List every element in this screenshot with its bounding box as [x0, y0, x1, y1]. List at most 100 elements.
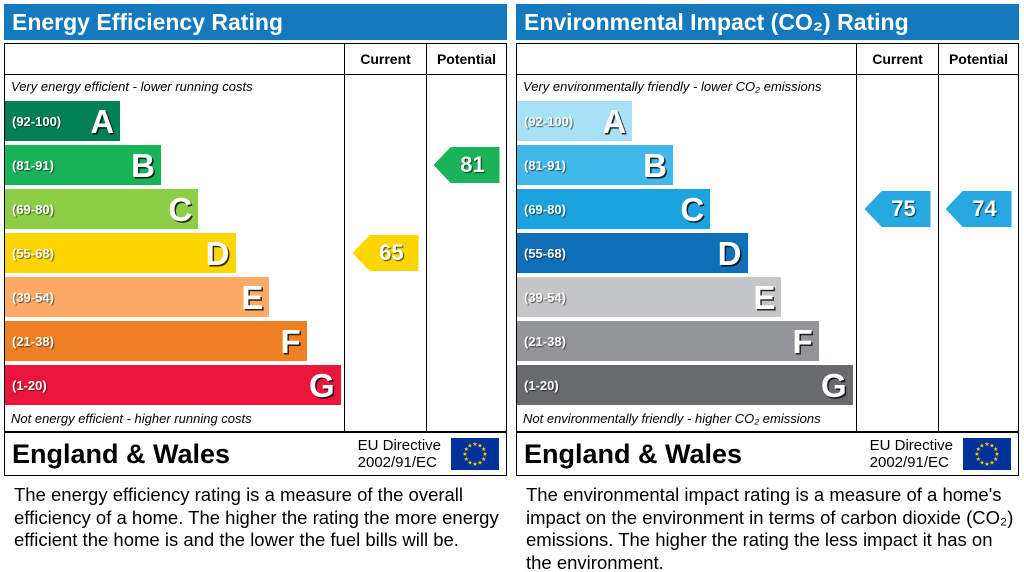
rating-band-row-g: (1-20) G	[517, 363, 856, 407]
rating-band-b: (81-91) B	[517, 145, 673, 185]
svg-text:★: ★	[477, 442, 482, 449]
svg-text:★: ★	[994, 451, 999, 458]
energy-chart-footer: England & Wales EU Directive 2002/91/EC …	[5, 431, 506, 475]
energy-bands-column: Very energy efficient - lower running co…	[5, 75, 344, 431]
environmental-chart-description: The environmental impact rating is a mea…	[526, 484, 1014, 572]
band-range-label: (55-68)	[12, 245, 54, 261]
directive-line1: EU Directive	[357, 436, 441, 454]
band-range-label: (1-20)	[12, 377, 47, 393]
energy-chart-body: Very energy efficient - lower running co…	[5, 75, 506, 431]
rating-band-e: (39-54) E	[5, 277, 270, 317]
rating-band-row-f: (21-38) F	[517, 319, 856, 363]
svg-text:★: ★	[464, 456, 469, 463]
band-letter: G	[308, 366, 335, 404]
rating-band-a: (92-100) A	[517, 101, 633, 141]
svg-text:★: ★	[477, 460, 482, 467]
svg-text:★: ★	[984, 461, 989, 468]
band-letter: D	[717, 234, 742, 272]
rating-band-row-b: (81-91) B	[5, 143, 344, 187]
column-header-blank	[5, 44, 344, 74]
rating-band-row-d: (55-68) D	[5, 231, 344, 275]
panel-environmental-impact: Environmental Impact (CO₂) Rating Curren…	[516, 4, 1019, 572]
column-header-current: Current	[856, 44, 938, 74]
potential-rating-column: 74	[938, 75, 1018, 431]
current-rating-column: 75	[856, 75, 938, 431]
svg-text:★: ★	[993, 456, 998, 463]
current-rating-arrow: 65	[352, 235, 419, 271]
directive-line1: EU Directive	[869, 436, 953, 454]
potential-rating-column: 81	[426, 75, 506, 431]
band-range-label: (39-54)	[12, 289, 54, 305]
directive-label: EU Directive 2002/91/EC	[358, 437, 441, 472]
rating-band-row-g: (1-20) G	[5, 363, 344, 407]
rating-band-d: (55-68) D	[517, 233, 748, 273]
rating-band-row-c: (69-80) C	[5, 187, 344, 231]
svg-text:★: ★	[974, 451, 979, 458]
band-letter: A	[602, 102, 627, 140]
svg-text:★: ★	[462, 451, 467, 458]
top-note: Very energy efficient - lower running co…	[11, 79, 253, 94]
current-rating-arrow: 75	[864, 191, 931, 227]
environmental-chart-box: Current Potential Very environmentally f…	[516, 43, 1019, 476]
rating-band-g: (1-20) G	[517, 365, 853, 405]
column-header-current: Current	[344, 44, 426, 74]
band-range-label: (21-38)	[524, 333, 566, 349]
rating-band-d: (55-68) D	[5, 233, 236, 273]
column-header-blank	[517, 44, 856, 74]
band-range-label: (92-100)	[524, 113, 574, 129]
rating-band-row-f: (21-38) F	[5, 319, 344, 363]
top-note: Very environmentally friendly - lower CO…	[523, 79, 822, 94]
rating-band-c: (69-80) C	[5, 189, 199, 229]
svg-text:★: ★	[984, 441, 989, 448]
rating-band-c: (69-80) C	[517, 189, 711, 229]
column-header-row: Current Potential	[517, 44, 1018, 75]
svg-text:★: ★	[467, 442, 472, 449]
band-letter: C	[680, 190, 705, 228]
svg-text:★: ★	[481, 456, 486, 463]
current-rating-value: 75	[891, 196, 916, 221]
rating-band-g: (1-20) G	[5, 365, 341, 405]
column-header-potential: Potential	[426, 44, 506, 74]
column-header-potential: Potential	[938, 44, 1018, 74]
band-range-label: (1-20)	[524, 377, 559, 393]
svg-text:★: ★	[993, 446, 998, 453]
current-rating-value: 65	[379, 240, 404, 265]
band-range-label: (69-80)	[524, 201, 566, 217]
svg-text:★: ★	[481, 446, 486, 453]
band-letter: A	[90, 102, 115, 140]
svg-text:★: ★	[482, 451, 487, 458]
svg-text:★: ★	[472, 461, 477, 468]
region-label: England & Wales	[12, 438, 231, 469]
potential-rating-value: 81	[460, 152, 485, 177]
rating-band-a: (92-100) A	[5, 101, 121, 141]
eu-flag-icon: ★ ★★ ★★★ ★★★ ★★★	[963, 438, 1011, 470]
chart-title-environmental: Environmental Impact (CO₂) Rating	[516, 4, 1019, 40]
rating-band-row-e: (39-54) E	[5, 275, 344, 319]
svg-text:★: ★	[989, 460, 994, 467]
band-range-label: (81-91)	[12, 157, 54, 173]
band-letter: E	[241, 278, 264, 316]
svg-text:★: ★	[989, 442, 994, 449]
band-letter: E	[753, 278, 776, 316]
potential-rating-arrow: 81	[433, 147, 500, 183]
svg-text:★: ★	[979, 442, 984, 449]
band-letter: G	[820, 366, 847, 404]
band-range-label: (21-38)	[12, 333, 54, 349]
environmental-chart-body: Very environmentally friendly - lower CO…	[517, 75, 1018, 431]
band-letter: B	[131, 146, 155, 184]
environmental-chart-footer: England & Wales EU Directive 2002/91/EC …	[517, 431, 1018, 475]
band-letter: C	[168, 190, 193, 228]
eu-flag-icon: ★ ★★ ★★★ ★★★ ★★★	[451, 438, 499, 470]
directive-line2: 2002/91/EC	[869, 454, 949, 471]
potential-rating-value: 74	[972, 196, 997, 221]
svg-text:★: ★	[464, 446, 469, 453]
svg-text:★: ★	[467, 460, 472, 467]
rating-band-row-a: (92-100) A	[517, 99, 856, 143]
rating-band-b: (81-91) B	[5, 145, 161, 185]
rating-band-f: (21-38) F	[5, 321, 307, 361]
region-label: England & Wales	[524, 438, 743, 469]
band-letter: B	[643, 146, 667, 184]
band-letter: F	[792, 322, 813, 360]
chart-title-energy: Energy Efficiency Rating	[4, 4, 507, 40]
